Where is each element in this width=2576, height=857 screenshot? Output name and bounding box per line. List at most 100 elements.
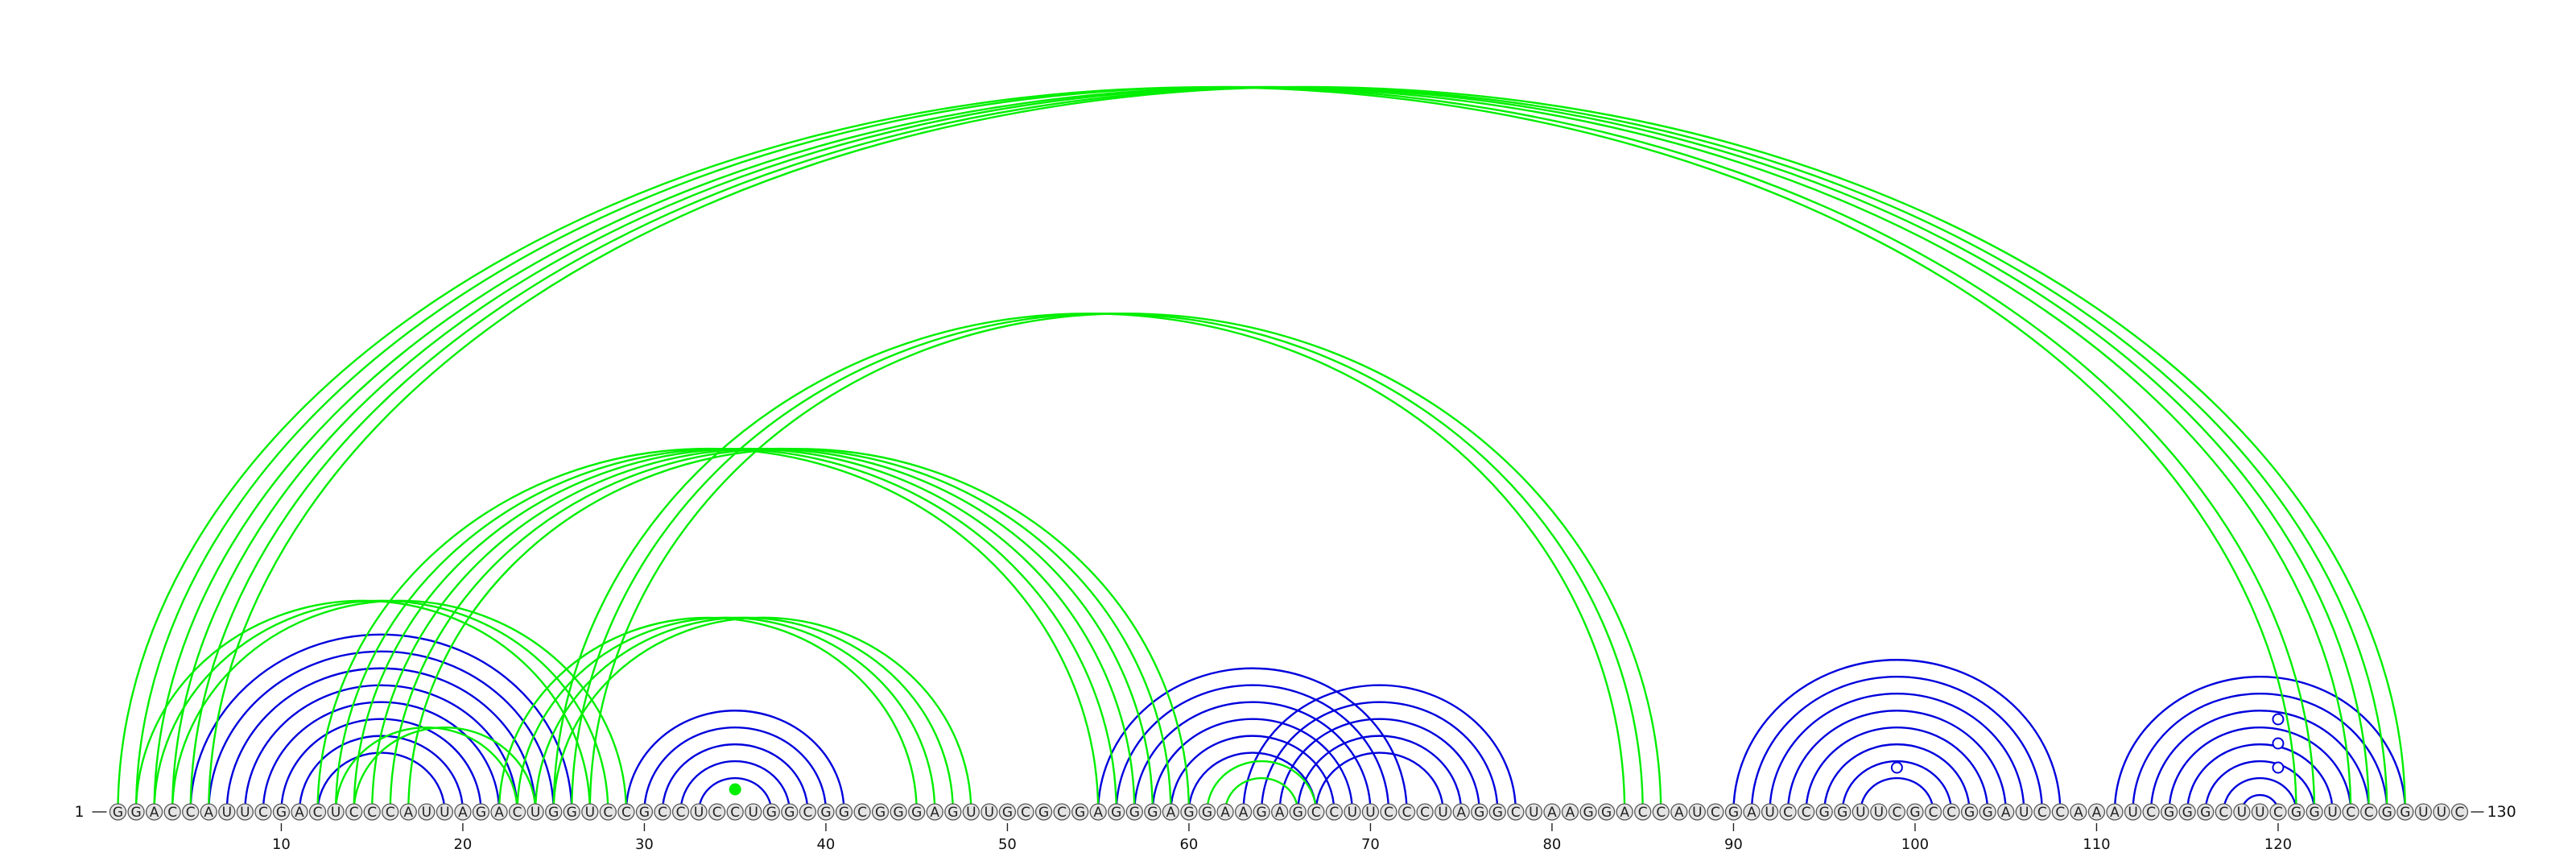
nucleotide: U [1870,803,1888,821]
nucleotide-circle [545,803,563,821]
nucleotide-letter: C [676,805,686,821]
nucleotide: C [617,803,635,821]
nucleotide: C [726,803,744,821]
nucleotide-circle [2197,803,2215,821]
nucleotide-circle [1652,803,1670,821]
nucleotide-letter: U [240,805,250,821]
nucleotide-circle [472,803,490,821]
nucleotide: G [1579,803,1597,821]
tick-label: 50 [998,836,1017,853]
nucleotide-circle [2051,803,2070,821]
pair-marker [2272,737,2285,750]
nucleotide: U [2233,803,2251,821]
nucleotide-circle [1307,803,1325,821]
nucleotide-letter: G [1964,805,1975,821]
base-pair-arc-green [191,87,2388,812]
nucleotide: G [1108,803,1125,821]
nucleotide-circle [526,803,544,821]
nucleotide-circle [200,803,217,821]
nucleotide: C [382,803,399,821]
nucleotide-circle [726,803,744,821]
nucleotide: U [526,803,544,821]
nucleotide: A [1162,803,1180,821]
nucleotide-circle [1380,803,1397,821]
base-pair-arc-blue [280,718,482,813]
nucleotide-letter: C [1402,805,1412,821]
nucleotide-letter: U [222,805,232,821]
nucleotide: G [1180,803,1198,821]
nucleotide-circle [1724,803,1743,821]
nucleotide-circle [2142,803,2160,821]
nucleotide: A [926,803,943,821]
nucleotide-circle [2287,803,2306,821]
nucleotide: C [2033,803,2051,821]
nucleotide: G [1488,803,1506,821]
nucleotide-letter: U [749,805,758,821]
nucleotide-letter: U [1348,805,1357,821]
nucleotide-letter: U [2237,805,2247,821]
nucleotide-letter: G [1147,805,1158,821]
nucleotide-letter: C [1384,805,1393,821]
nucleotide: C [363,803,381,821]
nucleotide-circle [617,803,635,821]
nucleotide-circle [1906,803,1924,821]
nucleotide-circle [1361,803,1380,821]
nucleotide-circle [2033,803,2051,821]
nucleotide: G [890,803,907,821]
nucleotide: C [2215,803,2232,821]
nucleotide-letter: C [2037,805,2047,821]
nucleotide: C [1507,803,1525,821]
nucleotide-circle [871,803,890,821]
nucleotide: C [1325,803,1343,821]
nucleotide: A [1561,803,1579,821]
nucleotide-circle [2215,803,2232,821]
nucleotide-circle [1452,803,1470,821]
nucleotide-circle [581,803,599,821]
base-pair-arc-green [117,85,2297,813]
nucleotide-letter: A [295,805,304,821]
base-pair-arc-blue [1260,701,1499,813]
nucleotide-circle [1852,803,1869,821]
nucleotide-circle [2233,803,2251,821]
nucleotide-circle [490,803,508,821]
nucleotide: C [1942,803,1960,821]
start-label: 1 [74,803,84,821]
nucleotide: C [671,803,690,821]
nucleotide-circle [1089,803,1107,821]
nucleotide-circle [272,803,291,821]
nucleotide: G [635,803,654,821]
nucleotide-circle [1942,803,1960,821]
nucleotide-circle [835,803,853,821]
nucleotide-circle [1997,803,2015,821]
base-pair-arc-blue [225,667,537,813]
nucleotide: C [1779,803,1797,821]
nucleotide-letter: G [1002,805,1013,821]
nucleotide-letter: G [130,805,141,821]
nucleotide: U [436,803,454,821]
base-pair-arc-green [134,85,2316,813]
nucleotide-circle [890,803,907,821]
nucleotide-circle [1125,803,1143,821]
nucleotide: C [2142,803,2160,821]
nucleotide-letter: G [839,805,849,821]
nucleotide-letter: U [440,805,449,821]
nucleotide-letter: U [1765,805,1774,821]
nucleotide: C [508,803,526,821]
pair-marker [2272,713,2285,726]
nucleotide: G [2160,803,2178,821]
nucleotide: C [799,803,817,821]
nucleotide-circle [1416,803,1434,821]
tick-label: 30 [635,836,654,853]
nucleotide-circle [1344,803,1361,821]
nucleotide-letter: G [1111,805,1121,821]
nucleotide-circle [1779,803,1797,821]
nucleotide-letter: G [1909,805,1920,821]
tick-label: 10 [272,836,291,853]
nucleotide-letter: U [331,805,341,821]
nucleotide: A [291,803,308,821]
nucleotide-letter: U [1529,805,1538,821]
nucleotide-letter: C [1656,805,1666,821]
nucleotide-circle [1471,803,1488,821]
base-pair-arc-blue [1823,743,1971,813]
nucleotide-letter: G [476,805,486,821]
